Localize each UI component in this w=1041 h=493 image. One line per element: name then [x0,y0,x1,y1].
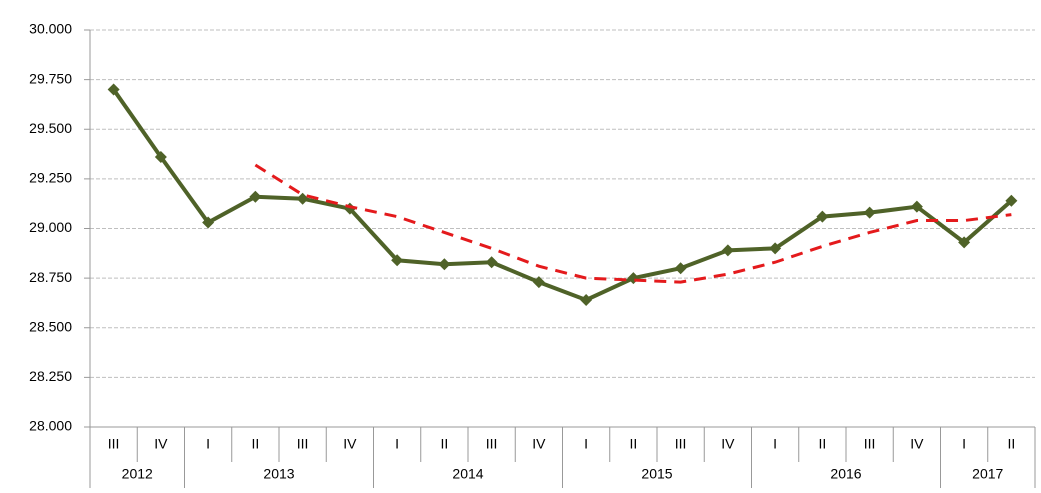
x-tick-label: II [251,436,259,452]
marker [1005,194,1018,207]
marker [296,192,309,205]
y-tick-label: 29.250 [29,170,72,186]
marker [532,276,545,289]
x-tick-label: I [395,436,399,452]
marker [485,256,498,269]
x-tick-label: I [206,436,210,452]
marker [958,236,971,249]
x-tick-label: IV [154,436,168,452]
marker [580,293,593,306]
x-tick-label: II [629,436,637,452]
y-tick-label: 29.500 [29,120,72,136]
group-label: 2013 [263,466,294,482]
y-tick-label: 30.000 [29,21,72,37]
marker [154,151,167,164]
group-label: 2016 [830,466,861,482]
x-tick-label: III [675,436,687,452]
x-tick-label: I [584,436,588,452]
x-tick-label: II [818,436,826,452]
marker [910,200,923,213]
marker [391,254,404,267]
group-label: 2017 [972,466,1003,482]
marker [107,83,120,96]
x-tick-label: I [962,436,966,452]
y-tick-label: 28.000 [29,418,72,434]
group-label: 2015 [641,466,672,482]
marker [202,216,215,229]
x-tick-label: IV [532,436,546,452]
x-tick-label: III [108,436,120,452]
line [254,163,1012,284]
group-label: 2014 [452,466,483,482]
line [111,88,1013,303]
y-tick-label: 29.000 [29,219,72,235]
group-label: 2012 [122,466,153,482]
marker [769,242,782,255]
y-tick-label: 29.750 [29,70,72,86]
marker [863,206,876,219]
x-tick-label: IV [343,436,357,452]
x-tick-label: IV [721,436,735,452]
marker [249,190,262,203]
marker [627,272,640,285]
x-tick-label: III [864,436,876,452]
marker [721,244,734,257]
x-tick-label: III [486,436,498,452]
x-tick-label: III [297,436,309,452]
marker [816,210,829,223]
y-tick-label: 28.750 [29,269,72,285]
x-tick-label: II [1007,436,1015,452]
x-tick-label: I [773,436,777,452]
x-tick-label: II [440,436,448,452]
marker [674,262,687,275]
y-tick-label: 28.500 [29,318,72,334]
marker [438,258,451,271]
x-tick-label: IV [910,436,924,452]
y-tick-label: 28.250 [29,368,72,384]
